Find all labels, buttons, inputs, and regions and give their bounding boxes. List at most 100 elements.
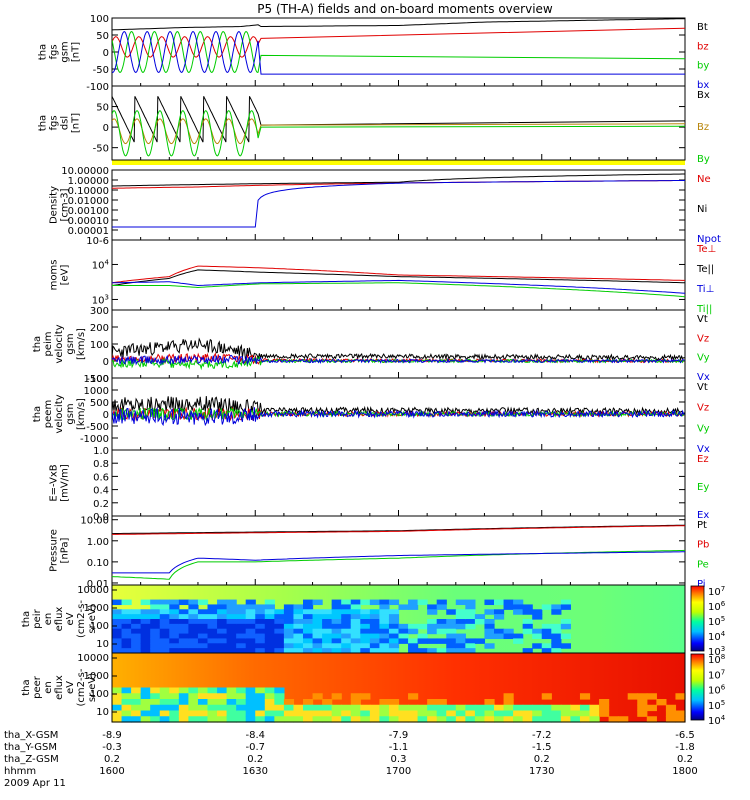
spectrogram-cell	[637, 699, 648, 706]
spectrogram-cell	[159, 710, 170, 717]
spectrogram-cell	[465, 638, 476, 644]
spectrogram-cell	[150, 633, 161, 640]
spectrogram-cell	[178, 614, 189, 620]
series-line-ni	[112, 173, 685, 187]
legend-entry: Pt	[697, 520, 707, 531]
spectrogram-cell	[217, 609, 228, 615]
spectrogram-cell	[551, 643, 562, 649]
spectrogram-cell	[236, 628, 247, 635]
spectrogram-cell	[140, 619, 151, 625]
spectrogram-cell	[264, 638, 275, 644]
series-line-pb	[112, 525, 685, 535]
spectrogram-cell	[121, 599, 132, 606]
legend-ion_velocity: Vt Vz Vy Vx	[697, 314, 710, 383]
spectrogram-cell	[274, 633, 285, 640]
ytick-label: 300	[90, 306, 109, 317]
ylabel-line: gsm	[65, 403, 76, 424]
spectrogram-cell	[197, 704, 209, 712]
spectrogram-cell	[541, 710, 552, 717]
spectrogram-cell	[217, 599, 228, 606]
spectrogram-cell	[303, 710, 314, 717]
spectrogram-cell	[131, 643, 142, 649]
spectrogram-cell	[226, 623, 237, 630]
spectrogram-cell	[150, 704, 161, 712]
spectrogram-cell	[675, 716, 686, 723]
colorbar-electron_spectrogram: 108 107 106 105 104	[690, 653, 726, 727]
ylabel-line: (cm2-s-	[76, 668, 87, 706]
spectrogram-cell	[245, 716, 256, 723]
spectrogram-cell	[560, 623, 571, 630]
spectrogram-cell	[360, 704, 371, 712]
spectrogram-cell	[255, 704, 266, 712]
panel-ion_velocity: tha peim velocity gsm [km/s]300 200 100 0 -100 Vt…	[32, 306, 710, 385]
ylabel-electron_spectrogram: tha peer en eflux eV (cm2-s-sr-eV)	[21, 668, 98, 706]
spectrogram-cell	[331, 648, 342, 654]
panel-density: Density [cm-3] 10.000001.000000.100000.010…	[49, 166, 721, 247]
spectrogram-cell	[455, 619, 466, 625]
spectrogram-cell	[303, 704, 314, 712]
spectrogram-cell	[131, 614, 142, 620]
spectrogram-cell	[255, 710, 266, 717]
spectrogram-cell	[283, 716, 295, 723]
spectrogram-cell	[293, 604, 304, 610]
spectrogram-cell	[417, 710, 428, 717]
legend-entry: Pb	[697, 540, 709, 551]
spectrogram-cell	[169, 614, 180, 620]
xaxis-row-label: tha_X-GSM	[4, 730, 58, 741]
series-group	[112, 396, 685, 427]
spectrogram-cell	[159, 628, 170, 635]
spectrogram-cell	[140, 628, 151, 635]
spectrogram-cell	[589, 710, 600, 717]
spectrogram-cell	[140, 693, 151, 700]
spectrogram-cell	[331, 619, 342, 625]
legend-entry: Ey	[697, 482, 709, 493]
spectrogram-cell	[560, 643, 571, 649]
spectrogram-cell	[465, 604, 476, 610]
spectrogram-cell	[197, 710, 209, 717]
legend-entry: Bx	[697, 90, 710, 101]
ytick-label: 0.4	[93, 486, 109, 497]
spectrogram-cell	[121, 619, 132, 625]
spectrogram-cell	[446, 619, 457, 625]
spectrogram-cell	[341, 648, 352, 654]
spectrogram-cell	[197, 693, 209, 700]
spectrogram-cell	[455, 704, 466, 712]
spectrogram-cell	[436, 638, 447, 644]
spectrogram-cell	[226, 628, 237, 635]
ylabel-line: [cm-3]	[60, 188, 71, 221]
spectrogram-cell	[236, 648, 247, 654]
spectrogram-cell	[360, 648, 371, 654]
spectrogram-cell	[264, 614, 275, 620]
spectrogram-cell	[379, 710, 390, 717]
spectrogram-cell	[446, 704, 457, 712]
series-group	[112, 524, 685, 580]
spectrogram-cell	[245, 633, 256, 640]
spectrogram-cell	[274, 704, 285, 712]
ytick-label: 100	[90, 621, 109, 632]
spectrogram-cell	[150, 628, 161, 635]
legend-fgs_gsm: Bt bz by bx	[697, 22, 709, 91]
spectrogram-cell	[513, 609, 524, 615]
spectrogram-cell	[388, 699, 400, 706]
spectrogram-cell	[150, 716, 161, 723]
spectrogram-cell	[369, 619, 380, 625]
xaxis-value: 0.2	[677, 754, 693, 765]
spectrogram-cell	[274, 643, 285, 649]
spectrogram-cell	[350, 648, 361, 654]
spectrogram-cell	[398, 716, 409, 723]
legend-entry: Ti⊥	[696, 284, 714, 295]
spectrogram-cell	[570, 704, 581, 712]
spectrogram-cell	[178, 623, 189, 630]
ytick-label: 104	[92, 258, 110, 271]
ylabel-fgs_gsm: tha fgs gsm [nT]	[38, 41, 82, 62]
spectrogram-cell	[560, 604, 571, 610]
spectrogram-cell	[121, 623, 132, 630]
spectrogram-cell	[274, 609, 285, 615]
spectrogram-cell	[283, 638, 295, 644]
spectrogram-cell	[217, 693, 228, 700]
spectrogram-cell	[350, 623, 361, 630]
spectrogram-cell	[303, 614, 314, 620]
spectrogram-cell	[455, 638, 466, 644]
spectrogram-cell	[274, 628, 285, 635]
